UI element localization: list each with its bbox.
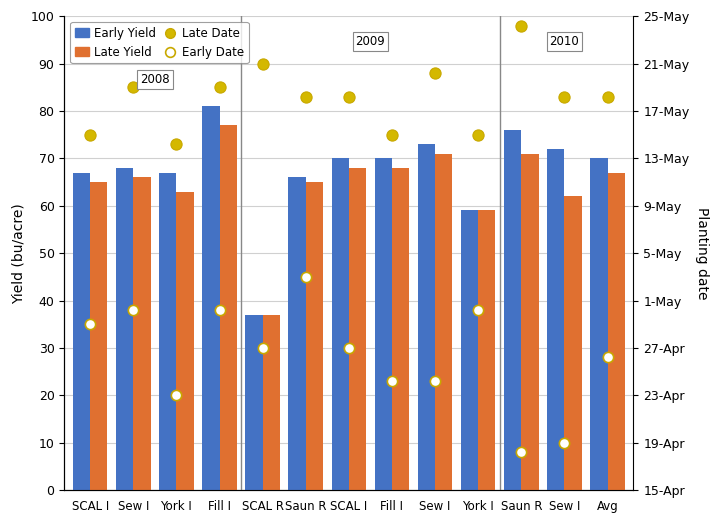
Point (127, 306, 139, 314)
Bar (306, 182, 323, 490)
Point (84, 320, 96, 329)
Y-axis label: Yield (bu/acre): Yield (bu/acre) (11, 203, 25, 303)
Bar (435, 154, 452, 490)
Bar (133, 177, 150, 490)
Point (127, 83, 139, 91)
Point (516, 21, 527, 30)
Point (516, 448, 527, 456)
Point (171, 391, 182, 399)
Point (300, 272, 312, 281)
Bar (263, 315, 280, 490)
Text: 2008: 2008 (140, 73, 170, 86)
Bar (564, 196, 582, 490)
Bar (73, 172, 90, 490)
Point (602, 93, 613, 101)
Point (559, 439, 570, 447)
Point (386, 377, 397, 385)
Point (559, 93, 570, 101)
Point (429, 377, 441, 385)
Bar (461, 211, 478, 490)
Text: 2009: 2009 (356, 35, 385, 48)
Point (171, 140, 182, 148)
Bar (590, 158, 608, 490)
Bar (90, 182, 107, 490)
Bar (202, 106, 220, 490)
Bar (478, 211, 495, 490)
Bar (504, 130, 521, 490)
Bar (521, 154, 539, 490)
Point (84, 130, 96, 139)
Point (386, 130, 397, 139)
Bar (332, 158, 349, 490)
Bar (176, 191, 194, 490)
Point (602, 353, 613, 362)
Point (257, 59, 269, 68)
Bar (418, 144, 435, 490)
Bar (116, 168, 133, 490)
Bar (349, 168, 366, 490)
Bar (608, 172, 625, 490)
Point (343, 344, 355, 352)
Legend: Early Yield, Late Yield, Late Date, Early Date: Early Yield, Late Yield, Late Date, Earl… (70, 22, 248, 63)
Y-axis label: Planting date: Planting date (695, 207, 709, 299)
Text: 2010: 2010 (549, 35, 580, 48)
Point (472, 130, 484, 139)
Point (300, 93, 312, 101)
Point (472, 306, 484, 314)
Bar (547, 149, 564, 490)
Point (214, 83, 225, 91)
Point (257, 344, 269, 352)
Bar (220, 125, 237, 490)
Bar (246, 315, 263, 490)
Point (214, 306, 225, 314)
Point (343, 93, 355, 101)
Point (429, 69, 441, 77)
Bar (289, 177, 306, 490)
Bar (374, 158, 392, 490)
Bar (392, 168, 409, 490)
Bar (159, 172, 176, 490)
